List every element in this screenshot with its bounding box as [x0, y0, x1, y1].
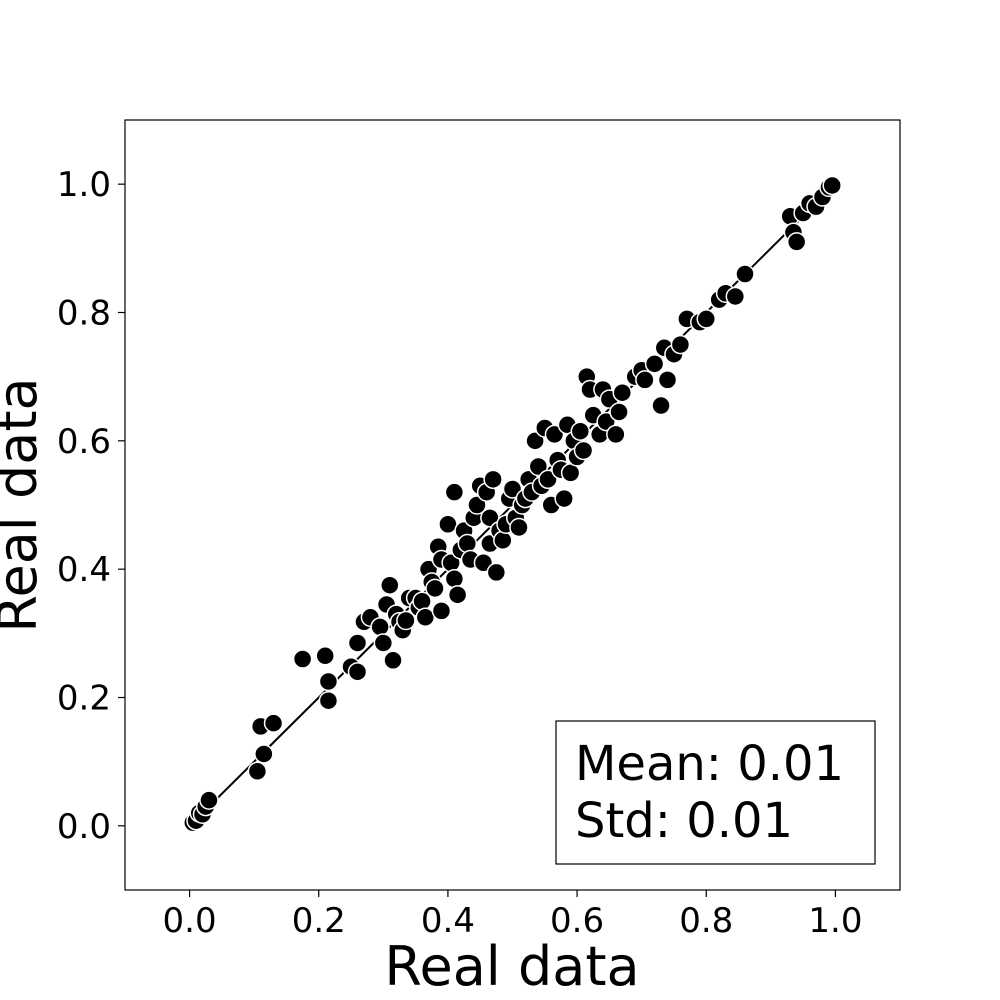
scatter-point [444, 569, 465, 589]
scatter-point [644, 354, 665, 374]
scatter-point [383, 650, 403, 671]
y-tick-label: 1.0 [57, 165, 111, 205]
y-tick-label: 0.0 [57, 807, 111, 847]
x-tick-label: 0.6 [550, 901, 604, 941]
scatter-point [247, 761, 268, 782]
scatter-point [538, 469, 558, 490]
x-axis-label: Real data [384, 935, 639, 998]
scatter-point [573, 440, 594, 461]
x-tick-label: 0.0 [163, 901, 217, 941]
scatter-point [528, 456, 549, 477]
scatter-point [396, 610, 416, 631]
scatter-point [318, 671, 339, 692]
y-tick-label: 0.4 [57, 550, 111, 590]
scatter-point [609, 402, 629, 422]
scatter-point [254, 744, 274, 764]
scatter-point [370, 617, 390, 637]
scatter-point [483, 469, 503, 490]
scatter-point [570, 421, 591, 441]
y-tick-label: 0.8 [57, 294, 111, 334]
scatter-point [315, 646, 335, 666]
scatter-point [318, 690, 339, 711]
scatter-point [725, 286, 746, 307]
scatter-point [635, 370, 655, 390]
x-tick-label: 0.8 [679, 901, 733, 941]
scatter-point [657, 370, 678, 390]
scatter-point [347, 633, 368, 653]
scatter-point [457, 533, 478, 554]
scatter-point [467, 495, 487, 515]
x-tick-label: 0.2 [292, 901, 346, 941]
scatter-point [509, 517, 529, 538]
stats-mean-text: Mean: 0.01 [575, 736, 844, 792]
scatter-point [651, 395, 671, 416]
stats-box-frame [555, 720, 876, 865]
y-tick-label: 0.2 [57, 679, 111, 719]
y-tick-label: 0.6 [57, 422, 111, 462]
scatter-point [606, 424, 626, 445]
y-axis-label: Real data [0, 377, 49, 632]
scatter-point [347, 662, 368, 682]
scatter-point [199, 790, 219, 810]
scatter-point [670, 334, 691, 355]
scatter-point [431, 601, 452, 621]
scatter-point [473, 553, 494, 573]
y-axis-ticks: 0.0 0.2 0.4 0.6 0.8 1.0 [57, 165, 125, 847]
scatter-point [525, 431, 545, 451]
x-tick-label: 0.4 [421, 901, 475, 941]
scatter-point [447, 585, 468, 605]
scatter-point [486, 562, 507, 583]
stats-std-text: Std: 0.01 [575, 793, 793, 849]
points-layer [183, 175, 842, 833]
scatter-point [373, 633, 394, 653]
scatter-point [612, 382, 633, 403]
scatter-point [263, 713, 284, 733]
scatter-point [438, 514, 458, 534]
scatter-point [554, 488, 574, 509]
scatter-point [380, 575, 400, 595]
plot-area-frame [124, 119, 901, 891]
scatter-point [425, 578, 445, 599]
x-tick-label: 1.0 [808, 901, 862, 941]
scatter-point [822, 175, 842, 196]
scatter-point [786, 232, 807, 252]
scatter-point [493, 530, 513, 551]
scatter-point [292, 649, 313, 669]
scatter-point [735, 264, 755, 284]
scatter-point [596, 411, 616, 432]
scatter-point [444, 482, 465, 502]
scatter-point [415, 607, 436, 628]
x-axis-ticks: 0.0 0.2 0.4 0.6 0.8 1.0 [163, 890, 862, 941]
scatter-point [544, 424, 565, 445]
scatter-point [502, 479, 523, 499]
scatter-point [696, 309, 716, 329]
stats-box: Mean: 0.01 Std: 0.01 [555, 720, 876, 865]
